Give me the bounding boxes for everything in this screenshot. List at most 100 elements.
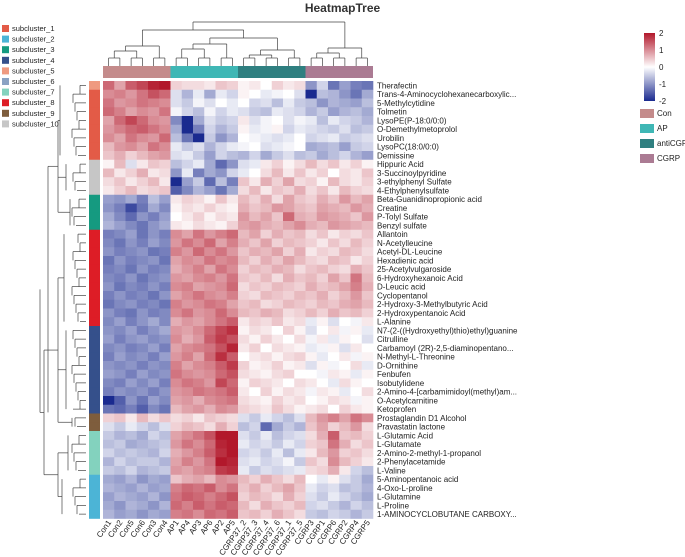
heatmap-cell <box>238 422 250 432</box>
heatmap-cell <box>215 439 228 449</box>
heatmap-cell <box>204 238 216 248</box>
heatmap-cell <box>114 203 126 213</box>
heatmap-cell <box>260 107 273 117</box>
heatmap-cell <box>238 299 250 309</box>
heatmap-cell <box>305 107 318 117</box>
heatmap-cell <box>271 387 284 397</box>
heatmap-cell <box>215 142 228 152</box>
heatmap-cell <box>238 413 250 423</box>
heatmap-cell <box>238 369 250 379</box>
heatmap-cell <box>238 256 250 266</box>
heatmap-cell <box>193 264 205 274</box>
heatmap-cell <box>114 369 126 379</box>
heatmap-cell <box>125 509 138 519</box>
heatmap-cell <box>238 194 250 204</box>
heatmap-cell <box>249 483 261 493</box>
row-cluster-bar <box>89 151 100 161</box>
heatmap-cell <box>350 291 363 301</box>
heatmap-cell <box>226 492 239 502</box>
heatmap-cell <box>350 142 363 152</box>
heatmap-cell <box>238 448 250 458</box>
heatmap-cell <box>339 194 351 204</box>
group-legend-label: antiCGRP <box>657 139 685 148</box>
heatmap-cell <box>114 159 126 169</box>
heatmap-cell <box>350 404 363 414</box>
row-label: 2-Phenylacetamide <box>377 458 446 467</box>
row-cluster-bar <box>89 457 100 467</box>
heatmap-cell <box>226 124 239 134</box>
heatmap-cell <box>339 369 351 379</box>
heatmap-cell <box>103 89 115 99</box>
heatmap-cell <box>215 212 228 222</box>
heatmap-cell <box>283 501 295 511</box>
heatmap-cell <box>249 299 261 309</box>
heatmap-cell <box>215 186 228 196</box>
heatmap-cell <box>103 422 115 432</box>
heatmap-cell <box>170 326 183 336</box>
heatmap-cell <box>361 116 374 126</box>
heatmap-cell <box>114 264 126 274</box>
heatmap-cell <box>215 483 228 493</box>
heatmap-cell <box>305 194 318 204</box>
heatmap-cell <box>159 203 171 213</box>
heatmap-cell <box>103 194 115 204</box>
heatmap-cell <box>215 509 228 519</box>
heatmap-cell <box>204 229 216 239</box>
heatmap-cell <box>215 194 228 204</box>
heatmap-cell <box>361 177 374 187</box>
row-label: 2-Amino-2-methyl-1-propanol <box>377 449 481 458</box>
heatmap-cell <box>316 466 329 476</box>
heatmap-cell <box>328 326 340 336</box>
heatmap-cell <box>204 98 216 108</box>
heatmap-cell <box>305 98 318 108</box>
heatmap-cell <box>260 133 273 143</box>
heatmap-cell <box>316 229 329 239</box>
heatmap-cell <box>204 177 216 187</box>
heatmap-cell <box>170 168 183 178</box>
heatmap-cell <box>193 247 205 257</box>
row-cluster-bar <box>89 81 100 91</box>
heatmap-cell <box>305 466 318 476</box>
heatmap-cell <box>361 212 374 222</box>
column-group-bar <box>305 66 373 78</box>
heatmap-cell <box>148 247 160 257</box>
heatmap-cell <box>238 273 250 283</box>
heatmap-cell <box>350 151 363 161</box>
heatmap-cell <box>361 142 374 152</box>
heatmap-cell <box>271 404 284 414</box>
heatmap-cell <box>114 89 126 99</box>
heatmap-cell <box>305 308 318 318</box>
heatmap-cell <box>226 326 239 336</box>
heatmap-cell <box>249 396 261 406</box>
heatmap-cell <box>181 229 194 239</box>
heatmap-cell <box>260 186 273 196</box>
heatmap-cell <box>226 431 239 441</box>
heatmap-cell <box>148 501 160 511</box>
heatmap-cell <box>361 422 374 432</box>
heatmap-cell <box>215 448 228 458</box>
heatmap-cell <box>249 369 261 379</box>
heatmap-cell <box>148 492 160 502</box>
row-label: 5-Aminopentanoic acid <box>377 475 458 484</box>
heatmap-cell <box>260 422 273 432</box>
colorbar-tick-label: 1 <box>659 46 664 55</box>
heatmap-cell <box>305 124 318 134</box>
heatmap-cell <box>283 509 295 519</box>
heatmap-cell <box>170 177 183 187</box>
row-cluster-bar <box>89 133 100 143</box>
heatmap-cell <box>170 151 183 161</box>
heatmap-cell <box>125 212 138 222</box>
heatmap-cell <box>361 124 374 134</box>
row-label: 3-Succinoylpyridine <box>377 169 447 178</box>
heatmap-cell <box>159 378 171 388</box>
subcluster-legend-swatch <box>2 56 9 64</box>
heatmap-cell <box>204 352 216 362</box>
heatmap-cell <box>328 396 340 406</box>
heatmap-cell <box>350 116 363 126</box>
heatmap-cell <box>159 177 171 187</box>
heatmap-cell <box>114 238 126 248</box>
heatmap-cell <box>125 352 138 362</box>
heatmap-cell <box>193 396 205 406</box>
